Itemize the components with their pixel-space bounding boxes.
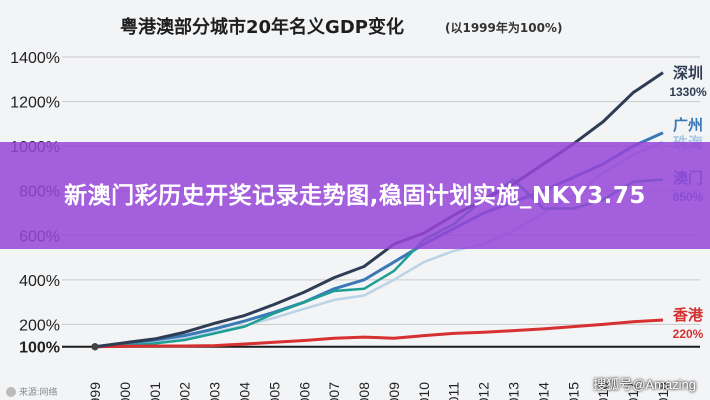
watermark-logo-icon <box>6 386 16 397</box>
y-tick-label: 400% <box>19 273 60 290</box>
x-tick-label: 2011 <box>446 382 462 400</box>
x-tick-label: 2008 <box>356 382 372 400</box>
sohu-watermark: 搜狐号@Amazing <box>593 377 696 392</box>
x-tick-label: 2001 <box>147 382 163 400</box>
chart-title: 粤港澳部分城市20年名义GDP变化 <box>120 16 404 38</box>
x-tick-label: 2017 <box>625 382 641 400</box>
x-tick-label: 1999 <box>87 382 103 400</box>
x-axis-ticks: 1999 2000 2001 2002 2003 2004 2005 2006 2007 2008… <box>87 382 671 400</box>
x-tick-label: 2005 <box>266 382 282 400</box>
series-end-value: 1330% <box>669 85 707 99</box>
x-tick-label: 2004 <box>236 382 252 400</box>
x-tick-label: 2014 <box>535 382 551 400</box>
series-label: 广州 <box>673 116 703 134</box>
x-tick-label: 2002 <box>177 382 193 400</box>
series-start-point <box>91 343 99 351</box>
y-tick-label: 1400% <box>10 50 60 67</box>
x-tick-label: 2003 <box>207 382 223 400</box>
y-tick-label: 100% <box>19 340 60 357</box>
x-tick-label: 2013 <box>506 382 522 400</box>
y-tick-label: 1200% <box>10 95 60 112</box>
series-line-香港 <box>94 318 664 349</box>
source-watermark: 来源:网络 <box>6 385 58 398</box>
x-tick-label: 2012 <box>476 382 492 400</box>
x-tick-label: 2006 <box>296 382 312 400</box>
x-tick-label: 2018 <box>655 382 671 400</box>
x-tick-label: 2010 <box>416 382 432 400</box>
x-tick-label: 2007 <box>326 382 342 400</box>
banner-text: 新澳门彩历史开奖记录走势图,稳固计划实施_NKY3.75 <box>64 182 646 209</box>
chart-subtitle: (以1999年为100%) <box>445 20 562 35</box>
x-tick-label: 2009 <box>386 382 402 400</box>
series-end-value: 220% <box>673 327 704 341</box>
x-tick-label: 2016 <box>595 382 611 400</box>
y-tick-label: 200% <box>19 317 60 334</box>
x-tick-label: 2015 <box>565 382 581 400</box>
series-label: 香港 <box>673 306 704 324</box>
source-watermark-text: 来源:网络 <box>19 387 58 397</box>
series-label: 深圳 <box>673 64 703 82</box>
x-tick-label: 2000 <box>117 382 133 400</box>
overlay-banner[interactable]: 新澳门彩历史开奖记录走势图,稳固计划实施_NKY3.75 <box>0 142 710 249</box>
